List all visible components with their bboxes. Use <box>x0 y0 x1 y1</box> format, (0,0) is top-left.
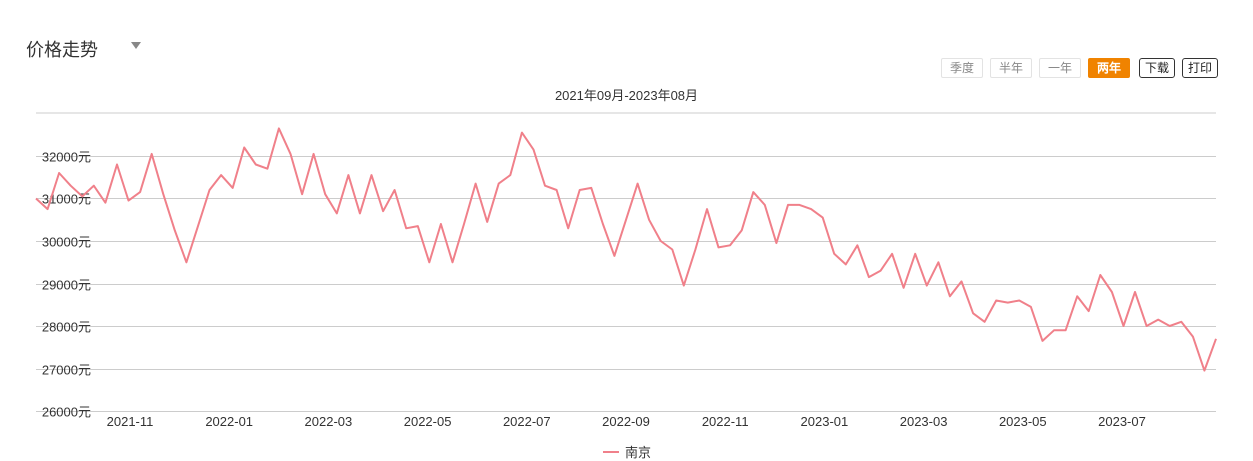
chevron-down-icon[interactable] <box>131 42 141 49</box>
range-button-quarter[interactable]: 季度 <box>941 58 984 78</box>
x-tick-label: 2023-05 <box>999 414 1047 429</box>
chart-title: 2021年09月-2023年08月 <box>554 88 699 103</box>
range-button-group: 季度 半年 一年 两年 <box>941 58 1131 78</box>
download-button[interactable]: 下载 <box>1139 58 1176 78</box>
x-tick-label: 2022-11 <box>702 414 749 429</box>
range-button-two-years[interactable]: 两年 <box>1088 58 1131 78</box>
y-tick-label: 26000元 <box>42 405 91 420</box>
x-tick-label: 2023-03 <box>900 414 948 429</box>
x-tick-label: 2022-07 <box>503 414 551 429</box>
y-tick-label: 30000元 <box>42 235 91 250</box>
y-tick-label: 31000元 <box>42 192 91 207</box>
x-tick-label: 2023-07 <box>1098 414 1146 429</box>
y-tick-label: 28000元 <box>42 320 91 335</box>
action-button-group: 下载 打印 <box>1139 58 1219 78</box>
x-tick-label: 2023-01 <box>801 414 849 429</box>
x-tick-label: 2022-05 <box>404 414 452 429</box>
y-tick-label: 27000元 <box>42 363 91 378</box>
range-button-one-year[interactable]: 一年 <box>1039 58 1082 78</box>
print-button[interactable]: 打印 <box>1182 58 1219 78</box>
x-tick-label: 2022-09 <box>602 414 650 429</box>
x-tick-label: 2022-03 <box>305 414 353 429</box>
page-title: 价格走势 <box>26 40 98 60</box>
x-tick-label: 2021-11 <box>107 414 154 429</box>
x-tick-label: 2022-01 <box>205 414 253 429</box>
series-line-nanjing[interactable] <box>35 127 1217 372</box>
range-button-half-year[interactable]: 半年 <box>990 58 1033 78</box>
y-tick-label: 29000元 <box>42 278 91 293</box>
y-tick-label: 32000元 <box>42 150 91 165</box>
